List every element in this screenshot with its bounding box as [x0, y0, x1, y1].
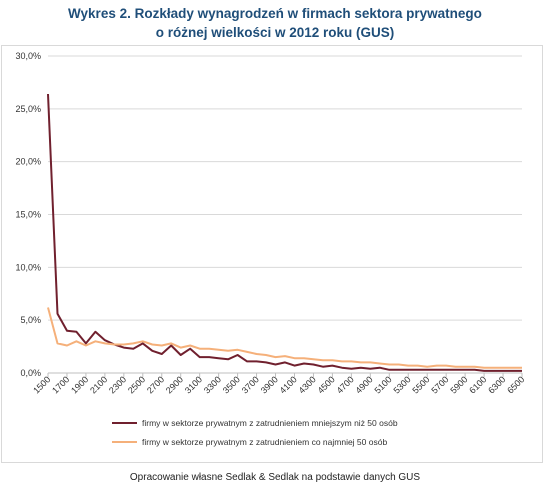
chart-frame [1, 45, 543, 463]
x-tick-label: 3900 [259, 374, 280, 395]
x-tick-label: 4900 [353, 374, 374, 395]
x-tick-label: 3700 [240, 374, 261, 395]
legend-label-2: firmy w sektorze prywatnym z zatrudnieni… [142, 437, 387, 447]
x-tick-label: 4700 [335, 374, 356, 395]
x-tick-label: 2500 [126, 374, 147, 395]
x-tick-label: 3100 [183, 374, 204, 395]
y-tick-label: 20,0% [15, 157, 41, 167]
y-tick-label: 25,0% [15, 104, 41, 114]
x-tick-label: 4500 [316, 374, 337, 395]
x-tick-label: 2300 [107, 374, 128, 395]
x-tick-label: 5700 [429, 374, 450, 395]
x-tick-label: 5500 [410, 374, 431, 395]
y-tick-label: 0,0% [20, 368, 41, 378]
source-note: Opracowanie własne Sedlak & Sedlak na po… [129, 472, 421, 483]
x-tick-label: 2100 [88, 374, 109, 395]
series-line-1 [47, 93, 522, 372]
gridlines [48, 55, 522, 374]
x-tick-label: 5300 [391, 374, 412, 395]
series-line-2 [47, 307, 522, 369]
x-tick-label: 1900 [69, 374, 90, 395]
y-tick-label: 5,0% [20, 315, 41, 325]
legend-label-1: firmy w sektorze prywatnym z zatrudnieni… [142, 418, 398, 428]
x-tick-label: 5100 [372, 374, 393, 395]
x-tick-label: 6100 [467, 374, 488, 395]
x-tick-label: 3500 [221, 374, 242, 395]
y-tick-label: 15,0% [15, 210, 41, 220]
chart-title: Wykres 2. Rozkłady wynagrodzeń w firmach… [0, 4, 550, 42]
axes: 0,0%5,0%10,0%15,0%20,0%25,0%30,0%1500170… [15, 51, 526, 396]
x-tick-label: 2900 [164, 374, 185, 395]
chart-title-line1: Wykres 2. Rozkłady wynagrodzeń w firmach… [68, 6, 482, 21]
x-tick-label: 3300 [202, 374, 223, 395]
x-tick-label: 2700 [145, 374, 166, 395]
chart-title-line2: o różnej wielkości w 2012 roku (GUS) [155, 25, 395, 40]
y-tick-label: 30,0% [15, 51, 41, 61]
x-tick-label: 6300 [486, 374, 507, 395]
x-tick-label: 4100 [278, 374, 299, 395]
x-tick-label: 6500 [505, 374, 526, 395]
y-tick-label: 10,0% [15, 262, 41, 272]
x-tick-label: 1700 [50, 374, 71, 395]
series-lines [47, 93, 522, 372]
x-tick-label: 4300 [297, 374, 318, 395]
legend: firmy w sektorze prywatnym z zatrudnieni… [112, 418, 398, 447]
x-tick-label: 5900 [448, 374, 469, 395]
